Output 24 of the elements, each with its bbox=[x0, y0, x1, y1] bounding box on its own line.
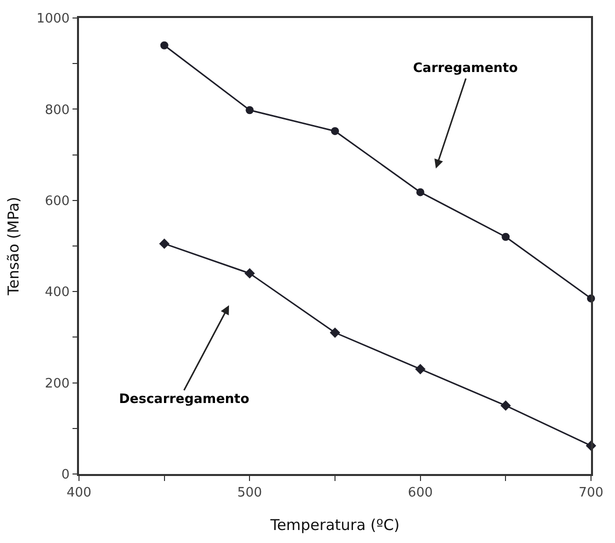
x-axis-title: Temperatura (ºC) bbox=[269, 516, 400, 534]
y-tick-label: 400 bbox=[44, 285, 70, 300]
x-tick-label: 700 bbox=[578, 485, 604, 500]
y-tick-label: 200 bbox=[44, 376, 70, 392]
y-tick-label: 800 bbox=[44, 102, 70, 118]
point bbox=[415, 364, 426, 374]
point bbox=[244, 268, 255, 279]
point bbox=[331, 127, 339, 136]
point bbox=[246, 106, 254, 114]
point bbox=[159, 238, 170, 249]
annotation: Descarregamento bbox=[119, 392, 250, 407]
point bbox=[330, 327, 340, 338]
y-axis-title: Tensão (MPa) bbox=[4, 196, 22, 296]
annotation: Carregamento bbox=[413, 61, 518, 76]
x-tick-label: 600 bbox=[408, 485, 433, 500]
point bbox=[502, 232, 510, 241]
y-tick-label: 0 bbox=[61, 468, 70, 483]
x-tick-label: 500 bbox=[237, 485, 262, 500]
point bbox=[160, 41, 168, 50]
x-tick-label: 400 bbox=[66, 485, 92, 500]
y-tick-label: 600 bbox=[44, 194, 70, 209]
point bbox=[500, 400, 511, 411]
y-tick-label: 1000 bbox=[36, 12, 70, 27]
point bbox=[416, 188, 424, 196]
